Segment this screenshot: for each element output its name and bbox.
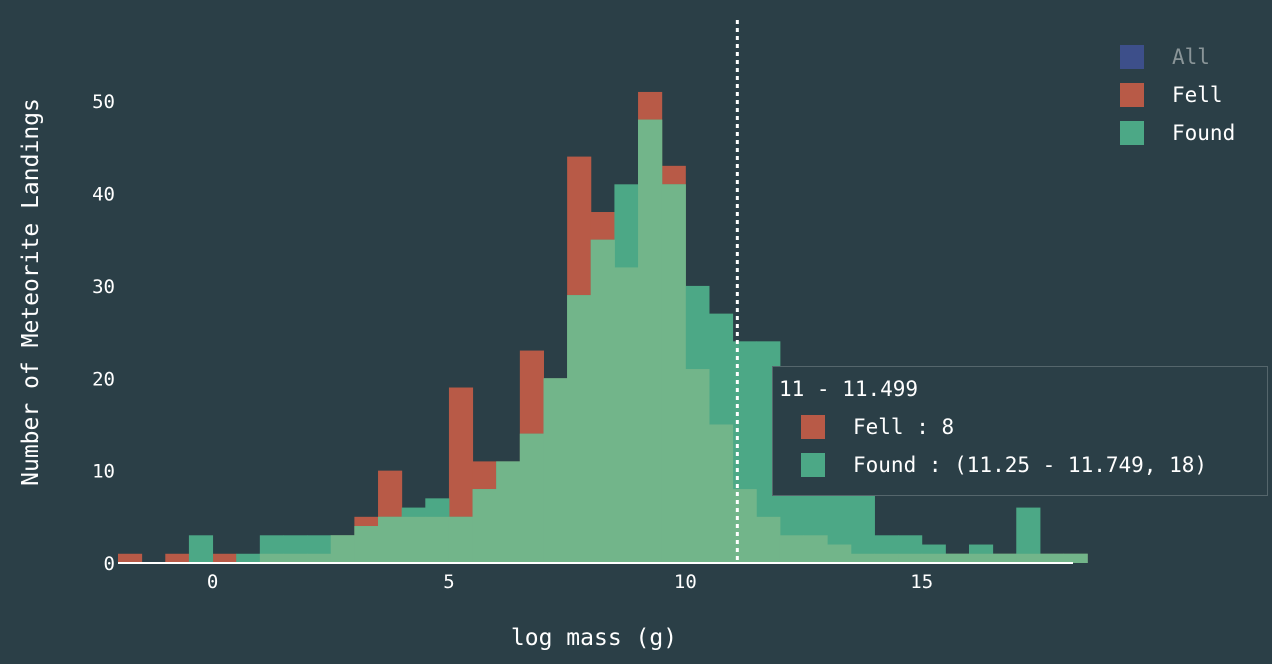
overlap-bar bbox=[850, 553, 875, 563]
fell-bar[interactable] bbox=[118, 553, 143, 563]
overlap-bar bbox=[448, 516, 474, 563]
x-tick-label: 0 bbox=[207, 571, 218, 593]
tooltip-row-fell: Fell : 8 bbox=[801, 415, 954, 439]
overlap-bar bbox=[945, 553, 970, 563]
legend-item-all[interactable]: All bbox=[1120, 38, 1235, 76]
x-tick-label: 5 bbox=[443, 571, 454, 593]
tooltip-label-fell: Fell : 8 bbox=[853, 415, 955, 439]
overlap-bar bbox=[898, 553, 923, 563]
overlap-bar bbox=[968, 553, 994, 563]
legend: All Fell Found bbox=[1120, 38, 1235, 152]
overlap-bar bbox=[1063, 553, 1088, 563]
legend-swatch-found bbox=[1120, 121, 1144, 145]
y-axis-title: Number of Meteorite Landings bbox=[18, 98, 44, 486]
overlap-bars bbox=[259, 119, 1088, 564]
found-bar[interactable] bbox=[188, 535, 214, 563]
overlap-bar bbox=[685, 369, 710, 563]
overlap-bar bbox=[543, 378, 568, 563]
overlap-bar bbox=[307, 553, 332, 563]
tooltip-swatch-fell bbox=[801, 415, 825, 439]
legend-item-found[interactable]: Found bbox=[1120, 114, 1235, 152]
tooltip-swatch-found bbox=[801, 453, 825, 477]
overlap-bar bbox=[1039, 553, 1065, 563]
legend-swatch-fell bbox=[1120, 83, 1144, 107]
overlap-bar bbox=[425, 516, 450, 563]
y-tick-label: 30 bbox=[92, 276, 115, 298]
overlap-bar bbox=[756, 516, 781, 563]
fell-bar[interactable] bbox=[165, 553, 190, 563]
overlap-bar bbox=[827, 544, 852, 563]
overlap-bar bbox=[283, 553, 308, 563]
overlap-bar bbox=[496, 461, 521, 563]
overlap-bar bbox=[661, 184, 686, 564]
legend-label-all: All bbox=[1172, 45, 1210, 69]
overlap-bar bbox=[992, 553, 1017, 563]
y-tick-label: 50 bbox=[92, 91, 115, 113]
hover-tooltip: 11 - 11.499 Fell : 8 Found : (11.25 - 11… bbox=[772, 366, 1268, 496]
tooltip-row-found: Found : (11.25 - 11.749, 18) bbox=[801, 453, 1207, 477]
overlap-bar bbox=[779, 535, 805, 563]
overlap-bar bbox=[259, 553, 284, 563]
legend-item-fell[interactable]: Fell bbox=[1120, 76, 1235, 114]
x-tick-label: 15 bbox=[910, 571, 933, 593]
overlap-bar bbox=[708, 424, 734, 563]
y-tick-label: 10 bbox=[92, 461, 115, 483]
overlap-bar bbox=[590, 239, 615, 563]
overlap-bar bbox=[519, 433, 544, 563]
overlap-bar bbox=[638, 119, 663, 564]
overlap-bar bbox=[1016, 553, 1041, 563]
overlap-bar bbox=[567, 295, 592, 563]
x-tick-label: 10 bbox=[674, 571, 697, 593]
legend-swatch-all bbox=[1120, 45, 1144, 69]
y-tick-label: 20 bbox=[92, 368, 115, 390]
found-bar[interactable] bbox=[236, 553, 261, 563]
overlap-bar bbox=[803, 535, 828, 563]
overlap-bar bbox=[614, 267, 639, 563]
overlap-bar bbox=[874, 553, 899, 563]
overlap-bar bbox=[921, 553, 946, 563]
overlap-bar bbox=[354, 526, 379, 563]
fell-bar[interactable] bbox=[212, 553, 237, 563]
axes: 0 5 10 15 0 10 20 30 40 50 bbox=[92, 91, 1073, 593]
overlap-bar bbox=[401, 516, 426, 563]
legend-label-fell: Fell bbox=[1172, 83, 1223, 107]
tooltip-label-found: Found : (11.25 - 11.749, 18) bbox=[853, 453, 1208, 477]
tooltip-title: 11 - 11.499 bbox=[779, 377, 919, 401]
x-axis-title: log mass (g) bbox=[511, 625, 677, 651]
legend-label-found: Found bbox=[1172, 121, 1236, 145]
overlap-bar bbox=[472, 489, 497, 563]
overlap-bar bbox=[330, 535, 355, 563]
y-tick-label: 40 bbox=[92, 184, 115, 206]
overlap-bar bbox=[378, 516, 403, 563]
y-tick-label: 0 bbox=[104, 553, 115, 575]
